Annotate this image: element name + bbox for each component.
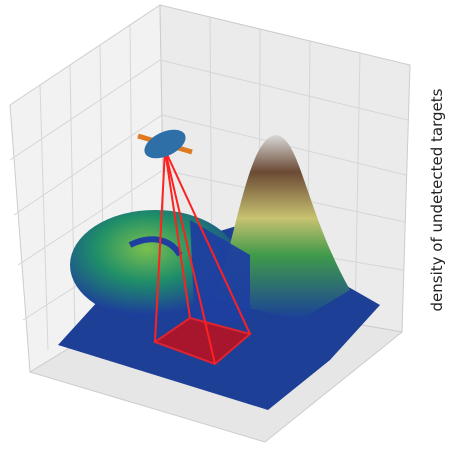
z-axis-label: density of undetected targets (428, 88, 446, 311)
figure: density of undetected targets (0, 0, 458, 451)
page: density of undetected targets (() => { c… (0, 0, 458, 451)
